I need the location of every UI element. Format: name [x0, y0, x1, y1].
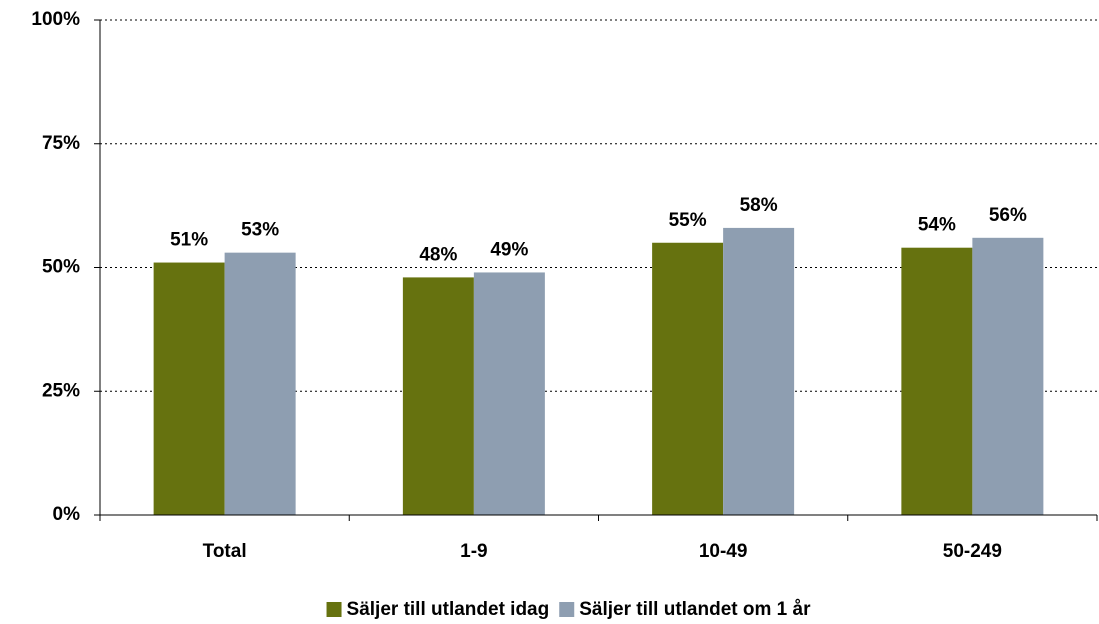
- bar: [153, 262, 225, 515]
- bar: [901, 247, 973, 515]
- value-label: 55%: [669, 210, 707, 231]
- value-label: 53%: [241, 220, 279, 241]
- bar: [972, 237, 1044, 516]
- value-label: 56%: [989, 205, 1027, 226]
- bar: [402, 277, 474, 515]
- value-label: 51%: [170, 230, 208, 251]
- y-tick-label: 50%: [42, 257, 80, 278]
- x-tick-label: 50-249: [943, 541, 1002, 562]
- legend-swatch: [559, 602, 575, 617]
- y-tick-label: 0%: [53, 504, 81, 525]
- x-tick-label: 1-9: [460, 541, 487, 562]
- y-tick-label: 25%: [42, 380, 80, 401]
- bar: [224, 252, 296, 515]
- bar: [473, 272, 545, 515]
- legend-swatch: [326, 602, 342, 617]
- legend-label: Säljer till utlandet idag: [347, 599, 550, 620]
- x-tick-label: Total: [203, 541, 247, 562]
- value-label: 49%: [490, 239, 528, 260]
- bar: [652, 242, 724, 515]
- x-tick-label: 10-49: [699, 541, 748, 562]
- bar: [723, 227, 795, 515]
- legend-label: Säljer till utlandet om 1 år: [579, 599, 811, 620]
- value-label: 54%: [918, 215, 956, 236]
- value-label: 48%: [419, 244, 457, 265]
- y-tick-label: 75%: [42, 133, 80, 154]
- y-tick-label: 100%: [31, 9, 80, 30]
- value-label: 58%: [740, 195, 778, 216]
